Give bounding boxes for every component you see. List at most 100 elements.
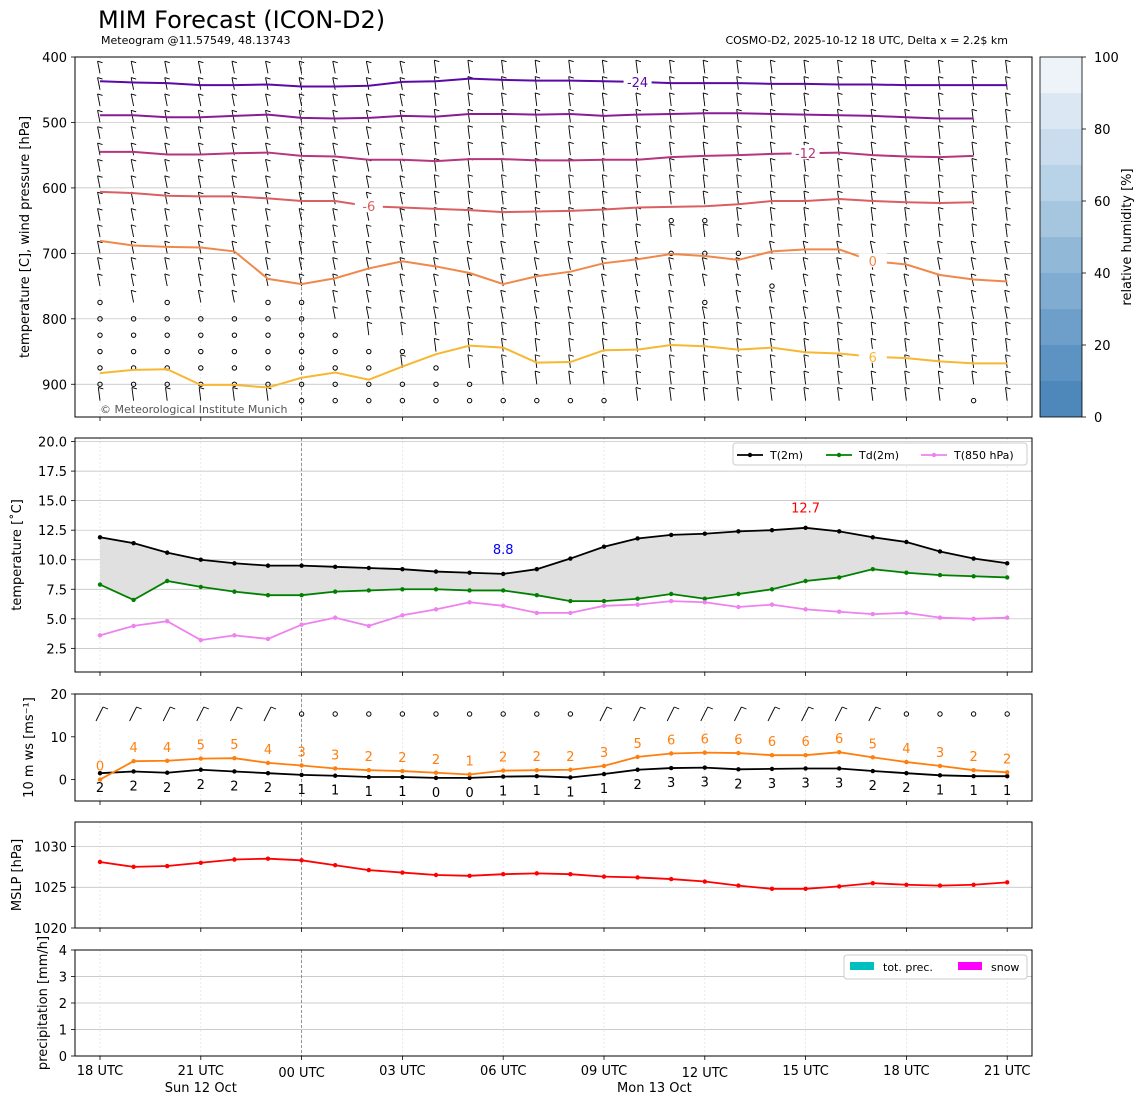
wind-barb-flag: [803, 207, 810, 210]
wind-barb-flag: [803, 240, 809, 244]
wind-barb: [769, 257, 773, 270]
wind-barb-flag: [467, 240, 473, 244]
wind-barb: [97, 224, 101, 238]
wind-barb: [433, 306, 437, 319]
colorbar-tick-label: 100: [1094, 51, 1119, 66]
gust-value-label: 4: [264, 743, 272, 758]
wind-barb: [197, 208, 202, 221]
wind-barb: [533, 241, 538, 254]
data-point: [433, 569, 439, 574]
wind-barb: [198, 387, 202, 401]
mean-value-label: 0: [465, 786, 473, 801]
wind-barb: [702, 223, 706, 238]
wind-barb: [399, 93, 403, 107]
wind-barb: [231, 159, 235, 172]
wind-barb: [365, 126, 370, 139]
isotherm-label: -24: [627, 76, 648, 91]
wind-barb-flag: [668, 273, 674, 276]
wind-barb-flag: [770, 223, 776, 226]
wind-barb-flag: [332, 126, 338, 129]
wind-barb-flag: [467, 125, 474, 128]
wind-barb: [971, 60, 975, 74]
y-tick-label: 600: [42, 182, 67, 197]
gust-value-label: 6: [734, 733, 742, 748]
isotherm-label: -6: [362, 200, 375, 215]
wind-barb-flag: [534, 321, 541, 324]
wind-barb: [736, 158, 739, 172]
data-point: [165, 770, 170, 775]
wind-barb: [769, 60, 773, 74]
wind-barb-flag: [602, 223, 608, 226]
wind-barb-flag: [837, 223, 843, 226]
wind-barb-flag: [231, 77, 238, 80]
mean-value-label: 2: [902, 781, 910, 796]
calm-wind-circle: [433, 381, 439, 387]
data-point: [333, 589, 338, 594]
wind-barb-flag: [870, 76, 877, 79]
wind-barb: [164, 93, 168, 107]
wind-barb: [1005, 321, 1008, 336]
wind-barb-flag: [1005, 157, 1011, 161]
wind-barb-flag: [366, 126, 372, 129]
wind-barb: [501, 174, 504, 188]
wind-barb: [802, 273, 807, 287]
wind-barb: [870, 191, 874, 205]
wind-barb-flag: [836, 273, 842, 276]
calm-wind-circle: [130, 381, 137, 387]
wind-barb-flag: [299, 208, 305, 211]
data-point: [400, 768, 405, 774]
wind-barb: [433, 338, 437, 352]
wind-barb: [298, 61, 303, 74]
wind-barb-flag: [736, 76, 742, 79]
wind-barb: [501, 158, 504, 172]
calm-wind-circle: [433, 397, 439, 404]
wind-barb-flag: [366, 306, 372, 309]
data-point: [904, 882, 909, 887]
wind-barb: [129, 706, 138, 722]
wind-barb: [265, 61, 269, 74]
wind-barb-flag: [702, 337, 709, 341]
wind-barb: [164, 257, 168, 270]
wind-barb-flag: [702, 174, 709, 177]
calm-wind-circle: [332, 711, 338, 717]
wind-barb-flag: [602, 337, 608, 341]
data-point: [601, 598, 607, 604]
data-point: [702, 879, 707, 884]
wind-barb: [971, 354, 975, 368]
wind-barb-flag: [231, 93, 238, 96]
wind-barb-flag: [904, 190, 910, 194]
wind-barb: [467, 191, 471, 205]
wind-barb: [937, 306, 941, 319]
data-point: [333, 863, 338, 868]
wind-barb: [736, 207, 739, 221]
wind-barb-flag: [131, 208, 137, 211]
data-point: [971, 882, 976, 887]
wind-barb: [534, 92, 538, 107]
wind-barb-flag: [702, 76, 709, 79]
mean-value-label: 0: [432, 786, 440, 801]
legend-label: T(850 hPa): [953, 449, 1014, 462]
wind-barb: [97, 257, 101, 270]
wind-barb: [568, 60, 571, 74]
wind-barb-flag: [635, 273, 641, 276]
wind-barb-flag: [669, 223, 675, 226]
wind-barb: [568, 371, 571, 385]
wind-barb-flag: [938, 174, 944, 177]
wind-barb-flag: [231, 60, 238, 64]
x-tick-label: 21 UTC: [984, 1064, 1030, 1079]
wind-barb-flag: [1005, 92, 1011, 95]
y-tick-label: 4: [59, 944, 67, 959]
data-point: [1005, 773, 1010, 779]
series-line-mean: [99, 766, 1008, 779]
wind-barb-flag: [971, 240, 977, 244]
mean-value-label: 3: [801, 776, 809, 791]
wind-barb-flag: [602, 174, 608, 177]
wind-barb: [501, 125, 504, 139]
wind-barb: [197, 257, 202, 270]
wind-barb: [164, 61, 168, 74]
legend-label: snow: [991, 961, 1019, 974]
wind-barb-flag: [332, 257, 338, 260]
wind-barb-flag: [903, 273, 910, 276]
wind-barb: [971, 76, 975, 90]
wind-barb-flag: [265, 60, 271, 64]
